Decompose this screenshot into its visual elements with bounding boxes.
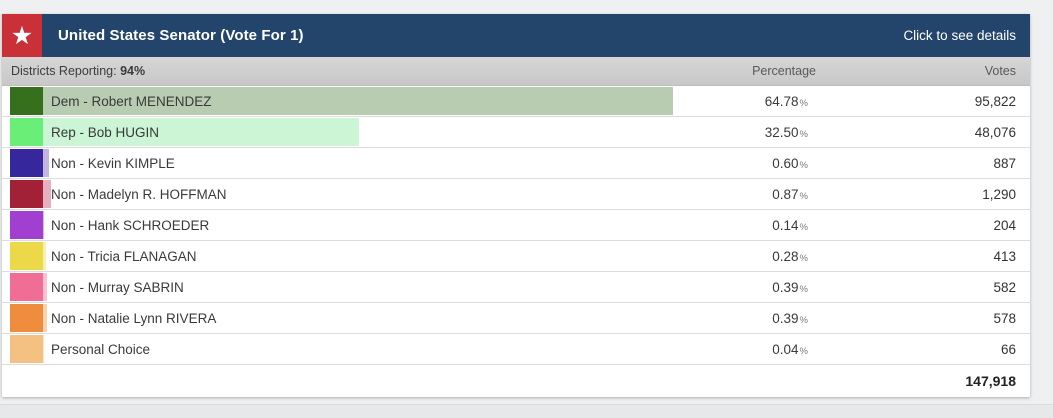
percent-sign: % — [799, 346, 808, 357]
candidate-label: Dem - Robert MENENDEZ — [51, 93, 212, 109]
candidate-label: Non - Hank SCHROEDER — [51, 217, 210, 233]
percentage-value: 0.60% — [772, 156, 808, 171]
percent-sign: % — [799, 98, 808, 109]
party-swatch — [10, 180, 43, 208]
party-swatch — [10, 118, 43, 146]
contest-header[interactable]: ★ United States Senator (Vote For 1) Cli… — [2, 14, 1030, 57]
table-row: Non - Hank SCHROEDER 0.14% 204 — [2, 210, 1030, 241]
percentage-value: 0.04% — [772, 342, 808, 357]
votes-value: 413 — [993, 248, 1016, 264]
candidate-label: Non - Natalie Lynn RIVERA — [51, 310, 217, 326]
votes-value: 887 — [993, 155, 1016, 171]
votes-value: 48,076 — [974, 124, 1016, 140]
result-bar — [43, 211, 45, 239]
result-bar — [43, 180, 52, 208]
result-bar — [43, 242, 46, 270]
party-swatch — [10, 87, 43, 115]
party-swatch — [10, 211, 43, 239]
table-row: Non - Madelyn R. HOFFMAN 0.87% 1,290 — [2, 179, 1030, 210]
table-row: Non - Tricia FLANAGAN 0.28% 413 — [2, 241, 1030, 272]
votes-value: 66 — [1000, 341, 1016, 357]
table-row: Dem - Robert MENENDEZ 64.78% 95,822 — [2, 86, 1030, 117]
details-link[interactable]: Click to see details — [903, 28, 1016, 43]
table-row: Non - Natalie Lynn RIVERA 0.39% 578 — [2, 303, 1030, 334]
percent-sign: % — [799, 222, 808, 233]
candidate-label: Personal Choice — [51, 341, 151, 357]
table-subheader: Districts Reporting: 94% Percentage Vote… — [2, 57, 1030, 86]
star-icon: ★ — [10, 21, 34, 50]
result-bar — [43, 87, 673, 115]
party-swatch — [10, 335, 43, 363]
table-row: Personal Choice 0.04% 66 — [2, 334, 1030, 365]
total-row: 147,918 — [2, 365, 1030, 397]
districts-reporting-value: 94% — [120, 64, 146, 78]
percent-sign: % — [799, 160, 808, 171]
districts-reporting: Districts Reporting: 94% — [11, 64, 146, 78]
votes-value: 578 — [993, 310, 1016, 326]
percentage-value: 0.87% — [772, 187, 808, 202]
party-swatch — [10, 242, 43, 270]
percentage-value: 0.39% — [772, 280, 808, 295]
percentage-value: 64.78% — [764, 94, 808, 109]
total-votes-value: 147,918 — [965, 373, 1016, 389]
candidate-label: Non - Kevin KIMPLE — [51, 155, 175, 171]
table-row: Non - Murray SABRIN 0.39% 582 — [2, 272, 1030, 303]
table-row: Rep - Bob HUGIN 32.50% 48,076 — [2, 117, 1030, 148]
party-swatch — [10, 304, 43, 332]
result-bar — [43, 118, 359, 146]
contest-title: United States Senator (Vote For 1) — [58, 27, 304, 44]
votes-value: 582 — [993, 279, 1016, 295]
contest-panel: ★ United States Senator (Vote For 1) Cli… — [2, 14, 1030, 397]
votes-value: 204 — [993, 217, 1016, 233]
votes-value: 1,290 — [982, 186, 1016, 202]
percent-sign: % — [799, 129, 808, 140]
percentage-value: 0.14% — [772, 218, 808, 233]
star-box: ★ — [2, 14, 42, 57]
party-swatch — [10, 149, 43, 177]
party-swatch — [10, 273, 43, 301]
percent-sign: % — [799, 315, 808, 326]
percent-sign: % — [799, 284, 808, 295]
percentage-value: 0.39% — [772, 311, 808, 326]
votes-value: 95,822 — [974, 93, 1016, 109]
table-row: Non - Kevin KIMPLE 0.60% 887 — [2, 148, 1030, 179]
percentage-value: 0.28% — [772, 249, 808, 264]
percent-sign: % — [799, 191, 808, 202]
candidate-label: Non - Tricia FLANAGAN — [51, 248, 197, 264]
candidate-label: Non - Madelyn R. HOFFMAN — [51, 186, 227, 202]
next-panel-strip — [0, 404, 1053, 418]
candidate-label: Non - Murray SABRIN — [51, 279, 184, 295]
percent-sign: % — [799, 253, 808, 264]
result-bar — [43, 149, 49, 177]
column-header-percentage: Percentage — [752, 64, 816, 78]
result-bar — [43, 273, 47, 301]
candidate-label: Rep - Bob HUGIN — [51, 124, 160, 140]
result-bar — [43, 304, 47, 332]
column-header-votes: Votes — [984, 64, 1016, 78]
percentage-value: 32.50% — [764, 125, 808, 140]
